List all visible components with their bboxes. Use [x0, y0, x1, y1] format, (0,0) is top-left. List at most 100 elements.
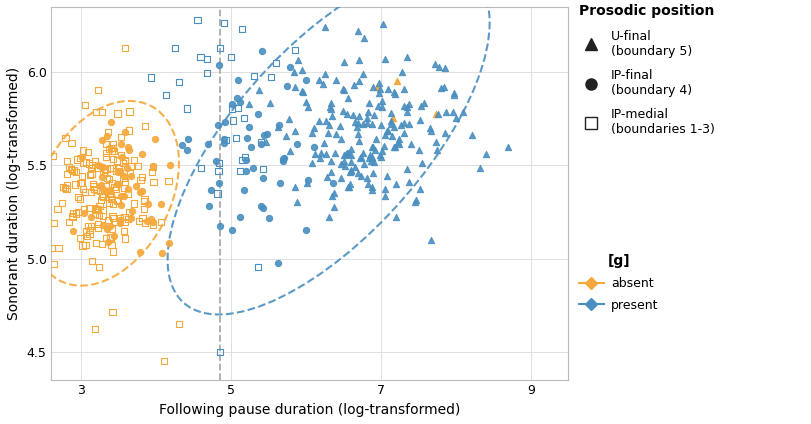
Point [337, 59, 350, 66]
Point [337, 86, 350, 93]
Point [405, 141, 418, 148]
Point [226, 117, 239, 124]
Point [339, 151, 352, 157]
Point [264, 74, 277, 81]
Point [66, 228, 79, 235]
Point [65, 166, 78, 173]
Point [78, 209, 91, 216]
Point [121, 144, 134, 151]
Point [110, 181, 123, 187]
Point [84, 226, 97, 233]
Point [363, 151, 376, 158]
Point [79, 159, 92, 165]
Point [191, 17, 204, 23]
Point [356, 150, 369, 156]
Point [345, 112, 358, 118]
Point [400, 54, 413, 61]
Point [324, 106, 337, 112]
Point [239, 167, 252, 174]
Point [329, 76, 342, 83]
Point [402, 121, 415, 128]
Point [122, 215, 135, 222]
Point [213, 223, 226, 229]
Point [299, 226, 312, 233]
Point [91, 86, 104, 93]
Point [122, 108, 135, 115]
Point [318, 23, 331, 30]
Point [357, 34, 370, 41]
Point [87, 186, 100, 192]
Point [105, 196, 118, 203]
Point [96, 137, 109, 143]
Point [235, 26, 248, 33]
Point [374, 121, 387, 128]
Point [367, 112, 380, 119]
Point [254, 139, 267, 146]
Point [402, 179, 415, 185]
Point [105, 148, 118, 154]
Point [381, 127, 394, 134]
Point [65, 167, 78, 173]
Point [340, 150, 353, 156]
Point [160, 91, 173, 98]
Point [85, 162, 98, 168]
Point [297, 89, 310, 95]
Point [138, 196, 151, 203]
X-axis label: Following pause duration (log-transformed): Following pause duration (log-transforme… [159, 403, 460, 417]
Point [58, 185, 71, 192]
Point [114, 152, 127, 159]
Point [105, 226, 118, 232]
Point [114, 134, 127, 141]
Point [238, 186, 251, 193]
Point [86, 181, 99, 187]
Point [438, 65, 451, 72]
Point [345, 152, 358, 159]
Point [127, 156, 140, 163]
Point [313, 155, 326, 162]
Point [47, 220, 60, 226]
Point [356, 70, 369, 77]
Point [102, 200, 115, 206]
Point [324, 157, 337, 164]
Point [351, 28, 364, 34]
Point [105, 119, 118, 126]
Point [295, 88, 308, 95]
Point [219, 137, 232, 143]
Point [386, 114, 399, 121]
Point [97, 212, 109, 219]
Point [60, 181, 73, 188]
Point [212, 180, 225, 187]
Point [424, 237, 437, 244]
Point [218, 118, 231, 125]
Point [157, 357, 170, 364]
Point [283, 148, 296, 154]
Point [133, 189, 146, 195]
Point [60, 186, 73, 192]
Point [333, 160, 346, 167]
Point [66, 213, 79, 220]
Point [97, 206, 109, 213]
Point [324, 168, 337, 175]
Point [110, 157, 123, 164]
Point [344, 145, 357, 152]
Point [254, 141, 267, 148]
Point [91, 165, 104, 171]
Point [73, 195, 86, 202]
Point [118, 129, 131, 136]
Point [111, 181, 124, 187]
Point [105, 242, 118, 248]
Point [352, 77, 365, 84]
Point [93, 187, 106, 194]
Point [255, 48, 268, 55]
Point [368, 146, 381, 153]
Point [295, 67, 308, 73]
Point [465, 131, 478, 138]
Point [321, 130, 334, 137]
Point [430, 146, 443, 153]
Point [400, 166, 413, 173]
Point [83, 160, 96, 167]
Point [137, 198, 150, 205]
Point [353, 113, 366, 120]
Point [95, 240, 108, 247]
Point [100, 165, 113, 172]
